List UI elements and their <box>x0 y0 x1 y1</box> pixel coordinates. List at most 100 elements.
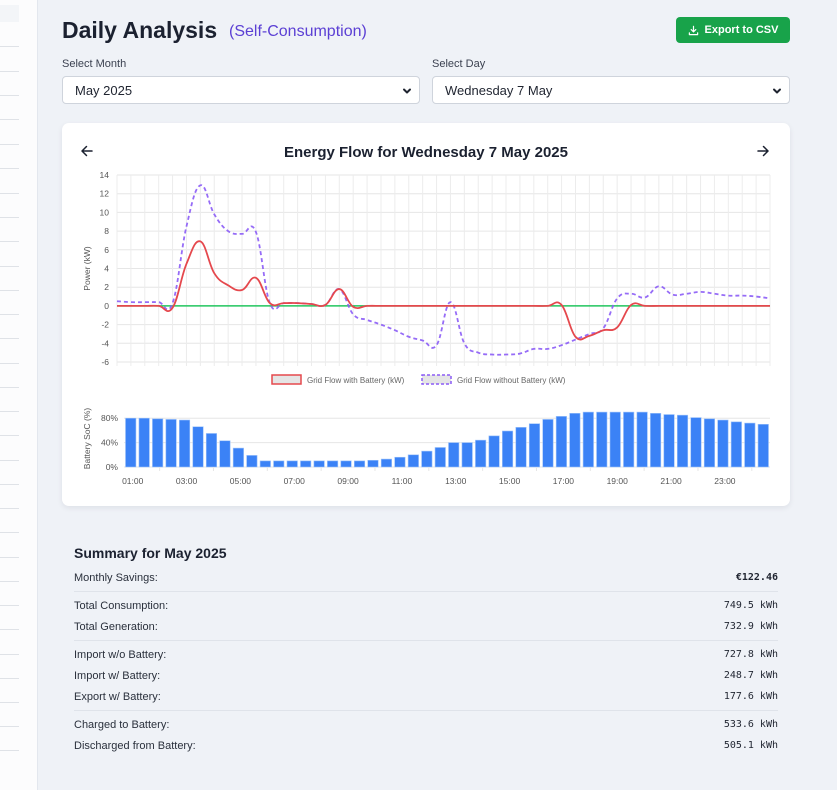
soc-bar <box>528 423 541 468</box>
export-csv-button[interactable]: Export to CSV <box>676 17 790 43</box>
soc-x-tick-label: 07:00 <box>284 476 306 486</box>
sidebar-divider <box>0 266 19 267</box>
soc-bar <box>367 459 379 468</box>
soc-bar <box>138 417 150 468</box>
sidebar-divider <box>0 532 19 533</box>
sidebar-divider <box>0 460 19 461</box>
soc-bar <box>475 439 487 468</box>
soc-bar <box>380 458 392 468</box>
soc-bar <box>313 460 325 468</box>
page-title: Daily Analysis <box>62 17 218 43</box>
soc-x-tick-label: 13:00 <box>445 476 467 486</box>
summary-row-value: 177.6 kWh <box>723 691 778 702</box>
summary-row: Import w/ Battery: 248.7 kWh <box>74 670 778 684</box>
soc-bar <box>596 411 608 468</box>
day-select[interactable]: Wednesday 7 May <box>432 76 790 104</box>
y-tick-label: -2 <box>101 320 109 330</box>
legend-swatch-without-battery <box>421 374 452 385</box>
sidebar-divider <box>0 678 19 679</box>
summary-title: Summary for May 2025 <box>74 545 227 561</box>
sidebar-divider <box>0 193 19 194</box>
soc-bar <box>502 430 514 468</box>
soc-bar <box>273 460 285 468</box>
sidebar-divider <box>0 605 19 606</box>
energy-flow-card: Energy Flow for Wednesday 7 May 2025 14 1… <box>62 123 790 506</box>
soc-bar <box>340 460 352 468</box>
legend-swatch-with-battery <box>271 374 302 385</box>
chevron-down-icon <box>403 88 411 94</box>
y-tick-label: 6 <box>104 245 109 255</box>
soc-x-tick-label: 23:00 <box>714 476 736 486</box>
page-subtitle: (Self-Consumption) <box>229 23 367 40</box>
soc-bar <box>165 419 177 468</box>
soc-bar <box>232 447 244 468</box>
soc-bar <box>434 447 446 468</box>
export-csv-label: Export to CSV <box>704 24 779 36</box>
legend-label-without-battery: Grid Flow without Battery (kW) <box>457 376 566 385</box>
soc-x-tick-label: 17:00 <box>553 476 575 486</box>
soc-x-tick-label: 11:00 <box>392 476 413 486</box>
month-select[interactable]: May 2025 <box>62 76 420 104</box>
soc-bar <box>125 417 137 468</box>
soc-bar <box>609 411 621 468</box>
soc-bar <box>555 416 567 468</box>
soc-bar <box>246 455 258 468</box>
y-tick-label: 2 <box>104 282 109 292</box>
summary-row: Discharged from Battery: 505.1 kWh <box>74 740 778 754</box>
y-tick-label: 14 <box>100 170 110 180</box>
summary-row-value: 505.1 kWh <box>723 740 778 751</box>
summary-row: Export w/ Battery: 177.6 kWh <box>74 691 778 705</box>
summary-row: Charged to Battery: 533.6 kWh <box>74 719 778 733</box>
soc-bar <box>327 460 339 468</box>
sidebar-divider <box>0 217 19 218</box>
main-content: Daily Analysis (Self-Consumption) Export… <box>38 0 837 790</box>
soc-bar <box>300 460 312 468</box>
y-tick-label: 4 <box>104 264 109 274</box>
soc-bar <box>192 426 204 468</box>
sidebar-divider <box>0 314 19 315</box>
soc-bar <box>744 422 756 468</box>
sidebar-divider <box>0 46 19 47</box>
series-line-with-battery <box>117 240 770 341</box>
soc-bar <box>448 442 460 468</box>
soc-bar <box>259 460 271 468</box>
soc-bar <box>650 413 662 468</box>
soc-x-tick-label: 19:00 <box>607 476 629 486</box>
soc-bar <box>407 454 419 468</box>
summary-row: Import w/o Battery: 727.8 kWh <box>74 649 778 663</box>
summary-row-value: 732.9 kWh <box>723 621 778 632</box>
arrow-right-icon <box>757 145 769 157</box>
soc-x-tick-label: 15:00 <box>499 476 521 486</box>
summary-row-label: Total Consumption: <box>74 600 169 612</box>
summary-row: Total Consumption: 749.5 kWh <box>74 600 778 614</box>
month-select-label: Select Month <box>62 58 127 70</box>
summary-row-value: 749.5 kWh <box>723 600 778 611</box>
soc-bar <box>542 419 554 468</box>
next-day-button[interactable] <box>754 141 772 161</box>
sidebar-divider <box>0 508 19 509</box>
y-tick-label: 12 <box>100 189 110 199</box>
soc-bar <box>623 411 635 468</box>
sidebar-divider <box>0 750 19 751</box>
sidebar-divider <box>0 290 19 291</box>
summary-row-value: 727.8 kWh <box>723 649 778 660</box>
soc-x-tick-label: 03:00 <box>176 476 198 486</box>
summary-row-label: Total Generation: <box>74 621 158 633</box>
sidebar-divider <box>0 435 19 436</box>
sidebar-divider <box>0 95 19 96</box>
download-icon <box>688 25 698 35</box>
soc-bar <box>421 450 433 468</box>
chart-title: Energy Flow for Wednesday 7 May 2025 <box>284 144 568 161</box>
y-tick-label: 10 <box>100 207 110 217</box>
day-select-label: Select Day <box>432 58 486 70</box>
summary-row: Monthly Savings: €122.46 <box>74 572 778 586</box>
sidebar-divider <box>0 387 19 388</box>
sidebar-item[interactable] <box>0 5 19 22</box>
day-select-value: Wednesday 7 May <box>445 82 553 98</box>
sidebar-divider <box>0 484 19 485</box>
soc-bar <box>205 433 218 468</box>
sidebar-divider <box>0 726 19 727</box>
summary-row-label: Charged to Battery: <box>74 719 170 731</box>
soc-bar <box>757 423 769 468</box>
previous-day-button[interactable] <box>78 141 96 161</box>
